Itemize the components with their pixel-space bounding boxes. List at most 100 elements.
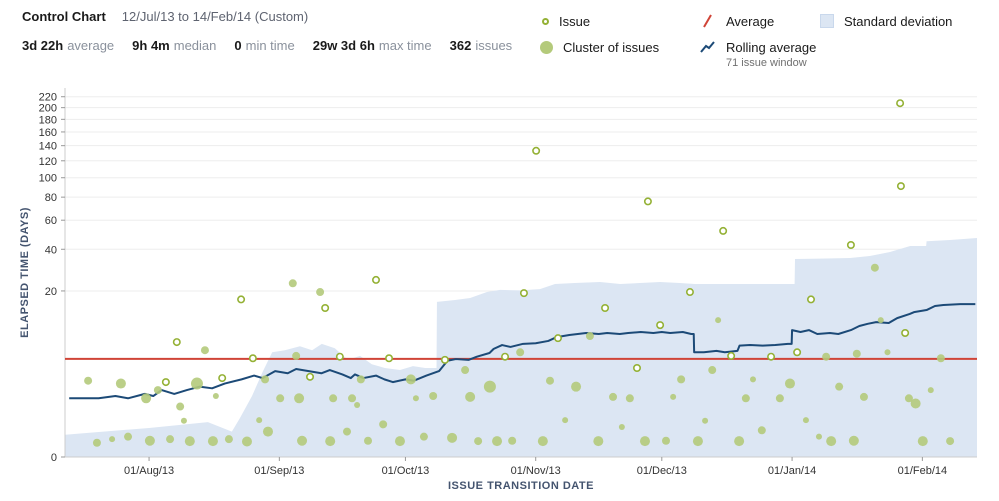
cluster-point[interactable] bbox=[692, 436, 703, 447]
issue-point[interactable] bbox=[643, 197, 652, 206]
issue-point[interactable] bbox=[385, 354, 394, 363]
cluster-point[interactable] bbox=[200, 346, 209, 355]
cluster-point[interactable] bbox=[848, 435, 859, 446]
issue-point[interactable] bbox=[306, 372, 315, 381]
cluster-point[interactable] bbox=[593, 436, 604, 447]
issue-point[interactable] bbox=[896, 99, 905, 108]
issue-point[interactable] bbox=[519, 289, 528, 298]
cluster-point[interactable] bbox=[661, 436, 670, 445]
issue-point[interactable] bbox=[172, 338, 181, 347]
issue-point[interactable] bbox=[501, 352, 510, 361]
issue-point[interactable] bbox=[793, 348, 802, 357]
issue-point[interactable] bbox=[553, 334, 562, 343]
cluster-point[interactable] bbox=[343, 427, 352, 436]
cluster-point[interactable] bbox=[936, 354, 945, 363]
cluster-point[interactable] bbox=[92, 438, 101, 447]
issue-point[interactable] bbox=[321, 303, 330, 312]
cluster-point[interactable] bbox=[356, 375, 365, 384]
cluster-point[interactable] bbox=[297, 435, 308, 446]
cluster-point[interactable] bbox=[609, 392, 618, 401]
issue-point[interactable] bbox=[237, 295, 246, 304]
cluster-point[interactable] bbox=[677, 375, 686, 384]
cluster-point[interactable] bbox=[153, 386, 162, 395]
cluster-point[interactable] bbox=[184, 436, 195, 447]
cluster-point[interactable] bbox=[625, 394, 634, 403]
cluster-point[interactable] bbox=[405, 374, 416, 385]
issue-point[interactable] bbox=[601, 303, 610, 312]
issue-point[interactable] bbox=[846, 241, 855, 250]
cluster-point[interactable] bbox=[84, 376, 93, 385]
cluster-point[interactable] bbox=[276, 394, 285, 403]
cluster-point[interactable] bbox=[741, 394, 750, 403]
cluster-point[interactable] bbox=[859, 392, 868, 401]
cluster-point[interactable] bbox=[207, 436, 218, 447]
cluster-point[interactable] bbox=[545, 376, 554, 385]
issue-point[interactable] bbox=[161, 378, 170, 387]
issue-point[interactable] bbox=[532, 146, 541, 155]
cluster-point[interactable] bbox=[802, 417, 809, 424]
cluster-point[interactable] bbox=[904, 394, 913, 403]
cluster-point[interactable] bbox=[826, 436, 837, 447]
cluster-point[interactable] bbox=[822, 352, 831, 361]
cluster-point[interactable] bbox=[224, 435, 233, 444]
issue-point[interactable] bbox=[685, 288, 694, 297]
issue-point[interactable] bbox=[372, 275, 381, 284]
cluster-point[interactable] bbox=[166, 435, 175, 444]
cluster-point[interactable] bbox=[474, 437, 483, 446]
cluster-point[interactable] bbox=[316, 288, 325, 297]
cluster-point[interactable] bbox=[835, 382, 844, 391]
issue-point[interactable] bbox=[901, 328, 910, 337]
issue-point[interactable] bbox=[632, 364, 641, 373]
cluster-point[interactable] bbox=[461, 366, 470, 375]
issue-point[interactable] bbox=[440, 355, 449, 364]
cluster-point[interactable] bbox=[571, 381, 582, 392]
cluster-point[interactable] bbox=[141, 393, 152, 404]
issue-point[interactable] bbox=[656, 321, 665, 330]
cluster-point[interactable] bbox=[348, 394, 357, 403]
cluster-point[interactable] bbox=[708, 366, 717, 375]
cluster-point[interactable] bbox=[618, 424, 625, 431]
issue-point[interactable] bbox=[719, 226, 728, 235]
cluster-point[interactable] bbox=[212, 393, 219, 400]
cluster-point[interactable] bbox=[294, 393, 305, 404]
cluster-point[interactable] bbox=[516, 348, 525, 357]
issue-point[interactable] bbox=[218, 374, 227, 383]
cluster-point[interactable] bbox=[927, 387, 934, 394]
cluster-point[interactable] bbox=[394, 436, 405, 447]
cluster-point[interactable] bbox=[354, 401, 361, 408]
cluster-point[interactable] bbox=[180, 417, 187, 424]
cluster-point[interactable] bbox=[639, 436, 650, 447]
cluster-point[interactable] bbox=[562, 417, 569, 424]
issue-point[interactable] bbox=[248, 354, 257, 363]
cluster-point[interactable] bbox=[261, 375, 270, 384]
issue-point[interactable] bbox=[727, 351, 736, 360]
cluster-point[interactable] bbox=[884, 349, 891, 356]
issue-point[interactable] bbox=[896, 182, 905, 191]
cluster-point[interactable] bbox=[288, 279, 297, 288]
cluster-point[interactable] bbox=[176, 402, 185, 411]
cluster-point[interactable] bbox=[483, 380, 496, 393]
cluster-point[interactable] bbox=[115, 378, 126, 389]
issue-point[interactable] bbox=[806, 295, 815, 304]
cluster-point[interactable] bbox=[241, 436, 252, 447]
cluster-point[interactable] bbox=[917, 436, 928, 447]
cluster-point[interactable] bbox=[815, 433, 822, 440]
cluster-point[interactable] bbox=[379, 420, 388, 429]
cluster-point[interactable] bbox=[852, 349, 861, 358]
cluster-point[interactable] bbox=[364, 436, 373, 445]
cluster-point[interactable] bbox=[124, 432, 133, 441]
cluster-point[interactable] bbox=[419, 432, 428, 441]
cluster-point[interactable] bbox=[877, 317, 884, 324]
cluster-point[interactable] bbox=[262, 426, 273, 437]
cluster-point[interactable] bbox=[784, 378, 795, 389]
cluster-point[interactable] bbox=[910, 398, 921, 409]
cluster-point[interactable] bbox=[734, 436, 745, 447]
cluster-point[interactable] bbox=[256, 417, 263, 424]
cluster-point[interactable] bbox=[749, 376, 756, 383]
cluster-point[interactable] bbox=[870, 263, 879, 272]
cluster-point[interactable] bbox=[429, 392, 438, 401]
cluster-point[interactable] bbox=[190, 377, 203, 390]
cluster-point[interactable] bbox=[492, 436, 503, 447]
cluster-point[interactable] bbox=[325, 436, 336, 447]
